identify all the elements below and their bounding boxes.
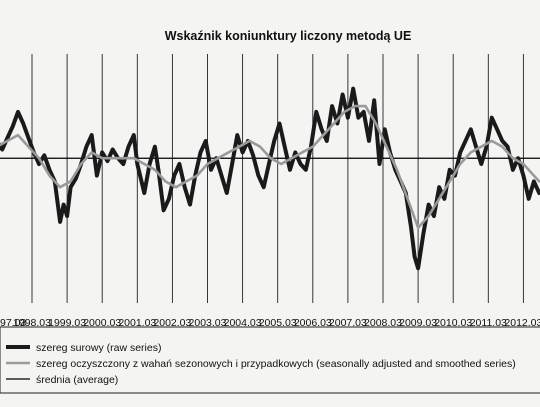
x-tick-label: 2000.03 <box>83 317 121 329</box>
x-tick-label: 2005.03 <box>259 317 297 329</box>
legend-entry-raw-label: szereg surowy (raw series) <box>36 342 161 354</box>
x-tick-label: 2004.03 <box>224 317 262 329</box>
series-smoothed-line <box>0 104 540 229</box>
plot-area <box>0 86 540 271</box>
legend: szereg surowy (raw series) szereg oczyszc… <box>0 326 540 394</box>
x-tick-label: 2010.03 <box>434 317 472 329</box>
x-tick-label: 97.03 <box>0 317 26 329</box>
x-tick-label: 2008.03 <box>364 317 402 329</box>
legend-box <box>0 326 540 394</box>
legend-entry-smoothed-label: szereg oczyszczony z wahań sezonowych i … <box>36 358 516 370</box>
x-tick-label: 2009.03 <box>399 317 437 329</box>
x-tick-label: 2002.03 <box>153 317 191 329</box>
x-tick-label: 2007.03 <box>329 317 367 329</box>
x-axis-ticks: 97.031998.031999.032000.032001.032002.03… <box>0 317 540 329</box>
chart-title: Wskaźnik koniunktury liczony metodą UE <box>165 29 412 43</box>
x-tick-label: 2006.03 <box>294 317 332 329</box>
x-tick-label: 2003.03 <box>189 317 227 329</box>
x-tick-label: 1998.03 <box>13 317 51 329</box>
x-tick-label: 1999.03 <box>48 317 86 329</box>
x-tick-label: 2001.03 <box>118 317 156 329</box>
legend-entry-average-label: średnia (average) <box>36 374 118 386</box>
x-tick-label: 2012.03 <box>504 317 540 329</box>
x-tick-label: 2011.03 <box>470 317 507 329</box>
